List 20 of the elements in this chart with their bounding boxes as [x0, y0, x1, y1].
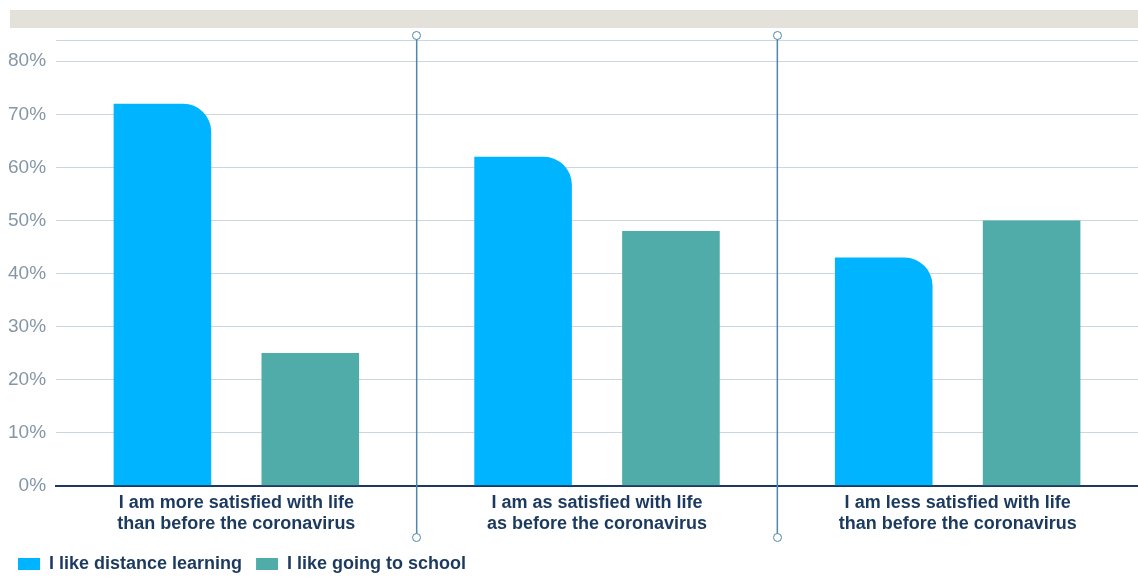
bar [834, 257, 933, 486]
bar [113, 103, 212, 486]
x-tick-label: I am more satisfied with life than before the coronavirus [117, 491, 356, 534]
y-tick-label: 0% [18, 474, 47, 496]
bar [474, 156, 572, 486]
legend-label: I like distance learning [49, 552, 243, 573]
y-tick-label: 10% [8, 420, 47, 442]
bar [261, 353, 360, 486]
y-tick-label: 70% [8, 102, 47, 124]
x-tick-label: I am as satisfied with life as before the coronavirus [486, 491, 708, 534]
y-tick-label: 20% [8, 367, 47, 389]
y-tick-label: 30% [8, 314, 47, 336]
y-tick-label: 50% [8, 208, 47, 230]
y-tick-label: 40% [8, 261, 47, 283]
y-tick-label: 80% [8, 49, 47, 71]
bar [982, 220, 1081, 486]
x-tick-label: I am less satisfied with life than before the coronavirus [838, 491, 1077, 534]
bar [622, 231, 720, 486]
legend-label: I like going to school [287, 552, 467, 573]
y-tick-label: 60% [8, 155, 47, 177]
